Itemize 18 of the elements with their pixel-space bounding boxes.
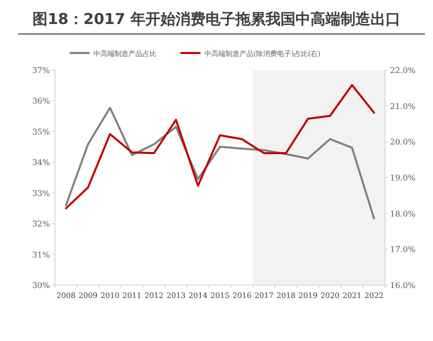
y-tick-label: 30%: [32, 281, 50, 290]
y2-tick-label: 17.0%: [390, 245, 416, 254]
y-tick-label: 36%: [32, 96, 50, 106]
y-tick-label: 33%: [32, 188, 50, 198]
y-tick-label: 37%: [32, 66, 50, 75]
y2-tick-label: 19.0%: [390, 174, 416, 182]
y-tick-label: 34%: [32, 158, 50, 168]
y-tick-label: 31%: [32, 250, 50, 260]
y2-tick-label: 20.0%: [390, 138, 416, 147]
y2-tick-label: 22.0%: [390, 66, 416, 75]
chart-title: 图18：2017 年开始消费电子拖累我国中高端制造出口: [32, 10, 400, 28]
line-series: [65, 106, 375, 220]
y-tick-label: 32%: [32, 220, 50, 229]
y-tick-label: 35%: [32, 127, 50, 136]
y2-tick-label: 18.0%: [390, 209, 416, 218]
y2-tick-label: 21.0%: [390, 102, 416, 111]
y2-tick-label: 16.0%: [390, 281, 416, 290]
line-series: [65, 84, 375, 210]
